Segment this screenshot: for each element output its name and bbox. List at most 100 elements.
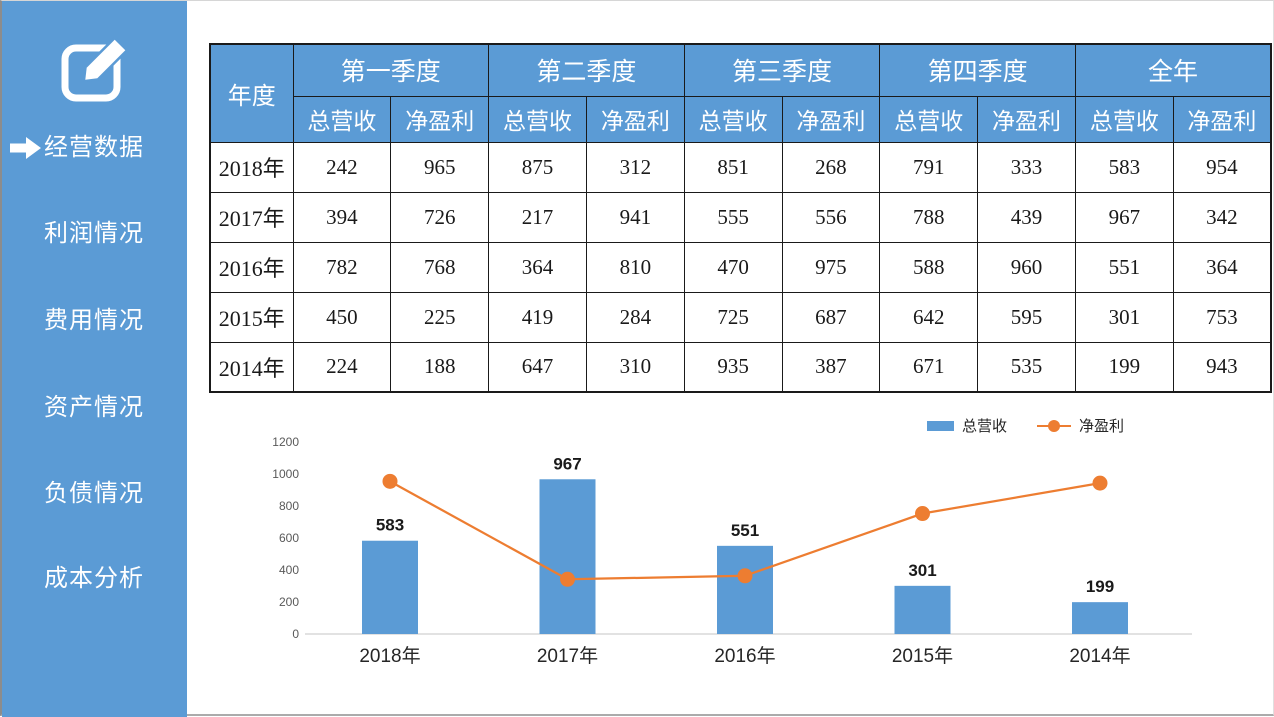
value-cell: 768 [390,241,490,293]
table-row: 2014年 224 188 647 310 935 387 671 535 199 943 [209,341,1272,393]
value-cell: 225 [390,291,490,343]
annual-combo-chart: 0 200 400 600 800 1000 1200 583 967 551 301 199 2018… [247,409,1262,693]
x-category-label: 2016年 [714,645,775,667]
value-cell: 312 [585,141,685,193]
value-cell: 342 [1172,191,1272,243]
value-cell: 975 [781,241,881,293]
profit-marker-icon [1037,419,1072,432]
sidebar-item-label: 负债情况 [44,480,144,507]
value-cell: 555 [683,191,783,243]
value-cell: 394 [292,191,392,243]
sidebar-item-label: 资产情况 [44,394,144,421]
bar-value-label: 967 [553,454,581,473]
sidebar-item-6[interactable]: 成本分析 [2,563,187,595]
value-cell: 941 [585,191,685,243]
value-cell: 364 [488,241,587,293]
value-cell: 642 [879,291,979,343]
sidebar-item-3[interactable]: 费用情况 [2,305,187,337]
value-cell: 310 [585,341,685,393]
y-tick-label: 0 [292,627,299,641]
profit-marker [1092,475,1108,491]
value-cell: 284 [585,291,685,343]
x-category-label: 2018年 [359,645,420,667]
y-tick-label: 400 [279,563,299,577]
value-cell: 935 [683,341,783,393]
bar-value-label: 199 [1086,577,1114,596]
table-row: 2017年 394 726 217 941 555 556 788 439 967 342 [209,191,1272,243]
y-tick-label: 600 [279,531,299,545]
value-cell: 450 [292,291,392,343]
value-cell: 788 [879,191,979,243]
value-cell: 875 [488,141,587,193]
profit-marker [382,473,398,489]
sidebar: 经营数据利润情况费用情况资产情况负债情况成本分析 [2,1,187,717]
edit-pencil-icon [61,37,126,102]
col-subheader-revenue: 总营收 [488,95,587,143]
table-row: 2015年 450 225 419 284 725 687 642 595 301 753 [209,291,1272,343]
profit-marker [915,506,930,522]
sidebar-item-2[interactable]: 利润情况 [2,218,187,250]
table-row: 2018年 242 965 875 312 851 268 791 333 583 954 [209,141,1272,193]
col-group-header-4: 第四季度 [879,43,1076,97]
value-cell: 588 [879,241,979,293]
legend-label-profit: 净盈利 [1079,418,1125,435]
col-subheader-profit: 净盈利 [585,95,685,143]
sidebar-item-1[interactable]: 经营数据 [2,132,187,164]
sidebar-item-label: 利润情况 [44,220,144,247]
revenue-bar [362,540,418,634]
value-cell: 551 [1074,241,1174,293]
value-cell: 965 [390,141,490,193]
sidebar-item-label: 费用情况 [44,307,144,334]
value-cell: 753 [1172,291,1272,343]
table-row: 2016年 782 768 364 810 470 975 588 960 551 364 [209,241,1272,293]
y-tick-label: 1000 [272,467,299,481]
year-cell: 2017年 [209,191,294,243]
sidebar-item-5[interactable]: 负债情况 [2,478,187,510]
col-group-header-1: 第一季度 [292,43,490,97]
col-subheader-profit: 净盈利 [390,95,490,143]
sidebar-item-label: 经营数据 [44,134,144,161]
value-cell: 470 [683,241,783,293]
value-cell: 268 [781,141,881,193]
col-subheader-profit: 净盈利 [1172,95,1272,143]
table-header: 年度 第一季度 第二季度 第三季度 第四季度 全年 总营收 净盈利 总营收 净盈利 总营收 净盈利 总营… [209,43,1272,143]
value-cell: 301 [1074,291,1174,343]
col-group-header-3: 第三季度 [683,43,881,97]
value-cell: 960 [977,241,1076,293]
legend-item-revenue: 总营收 [927,415,1007,436]
x-category-label: 2015年 [892,645,953,667]
value-cell: 535 [977,341,1076,393]
value-cell: 782 [292,241,392,293]
year-cell: 2018年 [209,141,294,193]
value-cell: 364 [1172,241,1272,293]
y-tick-label: 800 [279,499,299,513]
value-cell: 387 [781,341,881,393]
value-cell: 556 [781,191,881,243]
sidebar-item-4[interactable]: 资产情况 [2,392,187,424]
value-cell: 726 [390,191,490,243]
value-cell: 439 [977,191,1076,243]
col-subheader-revenue: 总营收 [1074,95,1174,143]
y-tick-label: 1200 [272,435,299,449]
table-body: 2018年 242 965 875 312 851 268 791 333 583 954 2017年… [209,141,1272,393]
operations-data-table: 年度 第一季度 第二季度 第三季度 第四季度 全年 总营收 净盈利 总营收 净盈利 总营收 净盈利 总营… [209,43,1273,393]
value-cell: 954 [1172,141,1272,193]
col-group-header-2: 第二季度 [488,43,685,97]
col-subheader-revenue: 总营收 [292,95,392,143]
col-subheader-revenue: 总营收 [683,95,783,143]
y-tick-label: 200 [279,595,299,609]
value-cell: 647 [488,341,587,393]
year-cell: 2016年 [209,241,294,293]
bar-value-label: 583 [376,516,404,535]
revenue-bar [539,479,596,634]
x-category-label: 2017年 [537,645,598,667]
x-category-label: 2014年 [1069,645,1130,667]
value-cell: 188 [390,341,490,393]
revenue-swatch-icon [927,420,954,431]
legend-item-profit: 净盈利 [1037,415,1124,436]
value-cell: 242 [292,141,392,193]
profit-marker [737,568,753,584]
revenue-bar [894,585,951,634]
value-cell: 419 [488,291,587,343]
value-cell: 224 [292,341,392,393]
